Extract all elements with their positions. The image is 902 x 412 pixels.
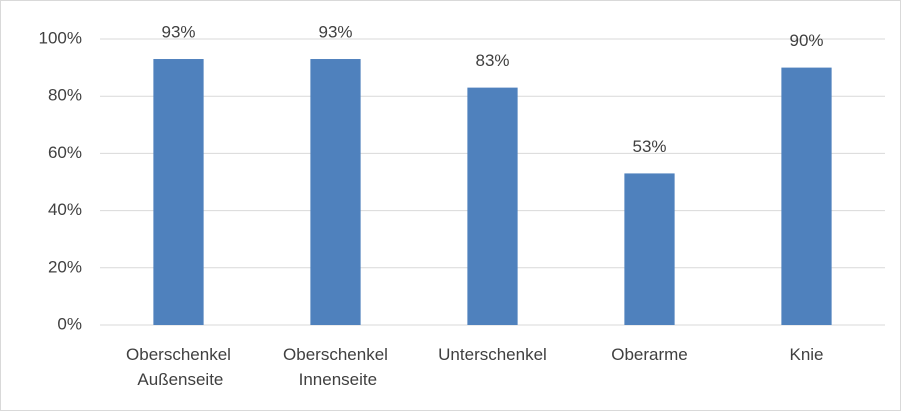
y-tick-label: 100% — [39, 28, 82, 47]
bar — [781, 67, 832, 325]
y-tick-label: 40% — [48, 200, 82, 219]
y-tick-label: 60% — [48, 143, 82, 162]
x-tick-label-line: Oberschenkel — [126, 345, 231, 364]
bar — [467, 87, 518, 326]
x-tick-label: Unterschenkel — [438, 345, 547, 364]
data-label: 93% — [318, 23, 352, 42]
data-label: 83% — [475, 51, 509, 70]
x-tick-label: Oberschenkel Innenseite — [283, 345, 388, 389]
x-tick-label-line: Oberschenkel — [283, 345, 388, 364]
x-tick-label: Oberarme — [611, 345, 688, 364]
data-label: 90% — [789, 31, 823, 50]
bar — [153, 59, 204, 326]
y-tick-label: 20% — [48, 257, 82, 276]
x-tick-label-line: Außenseite — [134, 370, 224, 389]
x-tick-label: Oberschenkel Außenseite — [126, 345, 231, 389]
bar — [310, 59, 361, 326]
data-label: 53% — [632, 137, 666, 156]
x-tick-label-line: Knie — [789, 345, 823, 364]
x-tick-label: Knie — [789, 345, 823, 364]
data-label: 93% — [161, 23, 195, 42]
bar — [624, 173, 675, 325]
x-tick-label-line: Oberarme — [611, 345, 688, 364]
y-tick-label: 0% — [57, 314, 82, 333]
x-tick-label-line: Unterschenkel — [438, 345, 547, 364]
x-tick-label-line: Innenseite — [294, 370, 377, 389]
y-tick-label: 80% — [48, 86, 82, 105]
